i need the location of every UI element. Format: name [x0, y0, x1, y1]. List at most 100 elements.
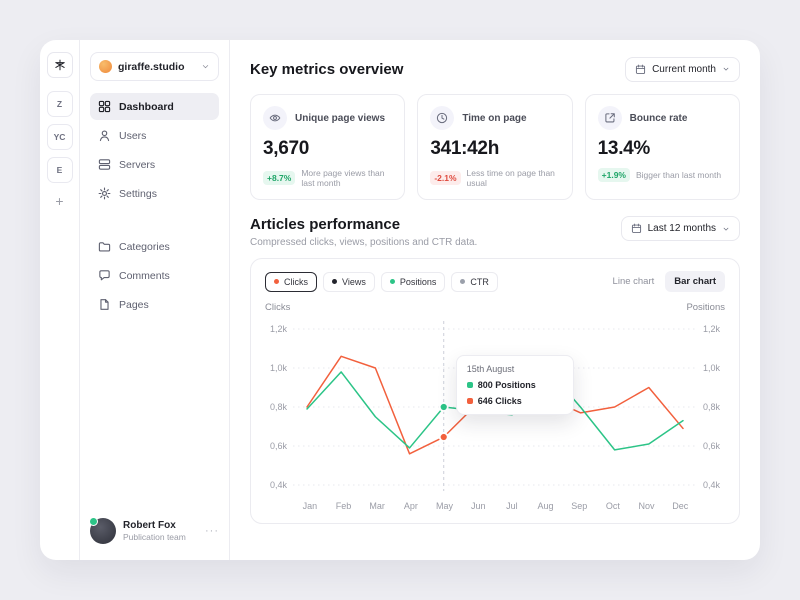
- chart-tooltip: 15th August 800 Positions 646 Clicks: [455, 355, 574, 415]
- current-month-value: Current month: [652, 63, 716, 75]
- workspace-name: giraffe.studio: [118, 60, 185, 73]
- metric-note: Bigger than last month: [636, 170, 722, 180]
- x-tick-label: Jun: [470, 501, 486, 511]
- sidebar-secondary-nav: Categories Comments Pages: [90, 233, 219, 318]
- legend-label: Clicks: [284, 276, 308, 287]
- tooltip-title: 15th August: [466, 364, 515, 374]
- metric-card-unique-page-views: Unique page views 3,670 +8.7% More page …: [250, 94, 406, 200]
- line-chart-button[interactable]: Line chart: [612, 276, 655, 287]
- metric-label: Unique page views: [295, 112, 386, 124]
- chevron-icon: [723, 67, 729, 71]
- main-content: Key metrics overview Current month Uniqu…: [230, 40, 760, 560]
- legend-label: Positions: [399, 276, 437, 287]
- status-dot: [89, 517, 98, 526]
- workspace-e[interactable]: E: [46, 157, 73, 183]
- workspace-selector[interactable]: giraffe.studio: [90, 52, 219, 81]
- workspace-yc[interactable]: YC: [46, 124, 73, 150]
- bar-chart-button[interactable]: Bar chart: [665, 271, 725, 292]
- sidebar-item-label: Dashboard: [119, 100, 174, 113]
- legend-dot: [332, 279, 337, 284]
- sidebar-item-pages[interactable]: Pages: [90, 291, 219, 318]
- legend-dot: [460, 279, 466, 284]
- sidebar-item-users[interactable]: Users: [90, 122, 219, 149]
- metric-card-time-on-page: Time on page 341:42h -2.1% Less time on …: [417, 94, 573, 200]
- metric-value: 3,670: [263, 138, 310, 159]
- sidebar-item-dashboard[interactable]: Dashboard: [90, 93, 219, 120]
- metric-icon-circle: [597, 106, 622, 130]
- avatar: [89, 517, 116, 544]
- legend-chip-ctr[interactable]: CTR: [451, 271, 498, 292]
- legend-chip-views[interactable]: Views: [323, 271, 375, 292]
- calendar-icon: [636, 64, 646, 74]
- y-axis-right: 1,2k 1,0k 0,8k 0,6k 0,4k: [697, 317, 725, 497]
- app-logo-button[interactable]: [46, 52, 73, 78]
- articles-title: Articles performance: [250, 216, 401, 233]
- x-tick-label: Oct: [605, 501, 620, 511]
- highlight-dot-clicks[interactable]: [438, 432, 449, 442]
- sidebar-item-label: Servers: [119, 158, 156, 171]
- asterisk-icon: [54, 59, 65, 71]
- highlight-dot-positions[interactable]: [438, 402, 449, 412]
- user-card[interactable]: Robert Fox Publication team ···: [89, 514, 219, 548]
- user-name: Robert Fox: [123, 519, 176, 531]
- x-tick-label: Sep: [571, 501, 588, 511]
- metric-label: Bounce rate: [629, 112, 688, 124]
- sidebar-item-servers[interactable]: Servers: [90, 151, 219, 178]
- metric-delta-badge: -2.1%: [430, 171, 461, 185]
- workspace-logo-icon: [99, 60, 112, 73]
- x-tick-label: Feb: [335, 501, 352, 511]
- sidebar-item-settings[interactable]: Settings: [90, 180, 219, 207]
- current-month-select[interactable]: Current month: [625, 56, 740, 82]
- sidebar-item-label: Categories: [119, 240, 170, 253]
- y-tick-label: 0,4k: [703, 480, 721, 490]
- workspace-z[interactable]: Z: [46, 91, 73, 117]
- tooltip-row-label: 646 Clicks: [477, 396, 522, 406]
- x-axis: Jan Feb Mar Apr May Jun Jul Aug Sep Oct Nov Dec: [293, 501, 697, 511]
- page-title: Key metrics overview: [250, 60, 404, 78]
- workspace-list: Z YC E: [46, 91, 73, 183]
- x-tick-label: Apr: [403, 501, 418, 511]
- axis-titles: Clicks Positions: [265, 302, 725, 313]
- user-team: Publication team: [123, 531, 186, 542]
- x-tick-label: Jul: [506, 501, 518, 511]
- add-workspace-button[interactable]: +: [55, 193, 64, 209]
- legend-dot: [389, 279, 395, 284]
- users-icon: [99, 130, 110, 142]
- last-12-months-select[interactable]: Last 12 months: [620, 216, 740, 241]
- metric-cards: Unique page views 3,670 +8.7% More page …: [250, 94, 740, 200]
- x-tick-label: May: [436, 501, 454, 511]
- chevron-icon: [723, 227, 729, 230]
- legend-label: Views: [342, 276, 366, 287]
- sidebar-item-comments[interactable]: Comments: [90, 262, 219, 289]
- chart-plot: 15th August 800 Positions 646 Clicks: [293, 317, 697, 497]
- metric-icon-circle: [263, 106, 287, 130]
- y-tick-label: 1,2k: [269, 324, 287, 334]
- legend-dot: [274, 279, 279, 284]
- tooltip-series-swatch: [466, 398, 473, 404]
- main-header: Key metrics overview Current month: [250, 56, 740, 82]
- servers-icon: [98, 159, 111, 170]
- metric-delta-badge: +1.9%: [597, 168, 630, 182]
- y-tick-label: 1,0k: [703, 363, 721, 373]
- left-axis-title: Clicks: [265, 302, 291, 313]
- sidebar-item-label: Settings: [119, 187, 157, 200]
- app-window: Z YC E + giraffe.studio Dashboard Users Serv…: [40, 40, 760, 560]
- grid-icon: [98, 100, 111, 113]
- eye-icon: [269, 114, 281, 122]
- articles-header-text: Articles performance Compressed clicks, …: [250, 216, 477, 248]
- x-tick-label: Dec: [672, 501, 689, 511]
- x-tick-label: Jan: [302, 501, 318, 511]
- metric-note: Less time on page than usual: [466, 168, 555, 188]
- y-tick-label: 1,0k: [269, 363, 287, 373]
- tooltip-row-label: 800 Positions: [477, 380, 536, 390]
- legend-chip-clicks[interactable]: Clicks: [265, 271, 317, 292]
- last-12-months-value: Last 12 months: [647, 223, 716, 234]
- clock-icon: [437, 112, 448, 124]
- y-tick-label: 0,6k: [703, 441, 721, 451]
- legend-chip-positions[interactable]: Positions: [380, 271, 446, 292]
- user-menu-button[interactable]: ···: [205, 525, 219, 537]
- x-tick-label: Nov: [638, 501, 655, 511]
- y-tick-label: 0,8k: [269, 402, 287, 412]
- chart-legend: Clicks Views Positions CTR: [265, 271, 498, 292]
- sidebar-item-categories[interactable]: Categories: [90, 233, 219, 260]
